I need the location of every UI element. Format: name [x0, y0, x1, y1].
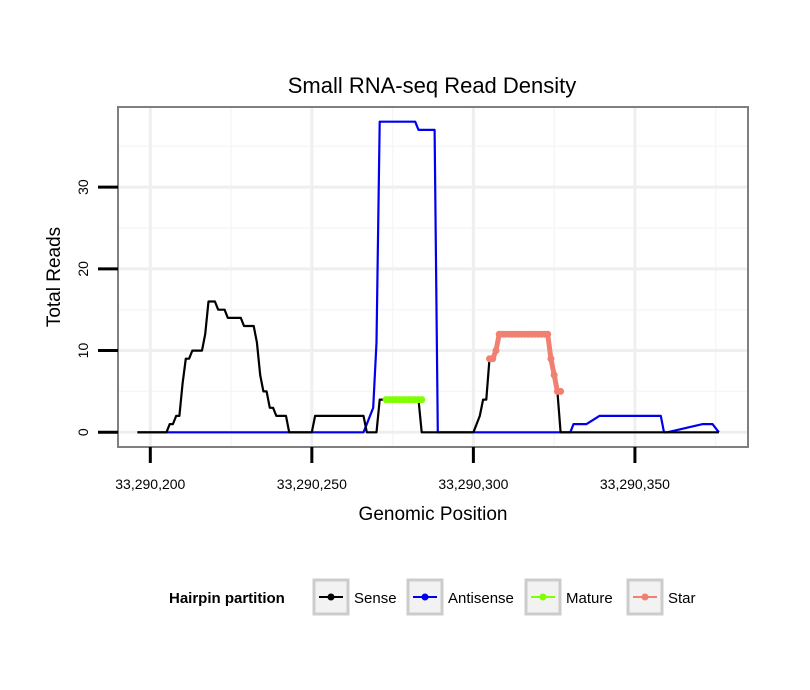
legend-label-antisense: Antisense	[448, 590, 514, 607]
series-star-point	[492, 347, 500, 355]
plot-panel-border	[117, 106, 749, 448]
legend-key-point	[421, 593, 429, 601]
series-star-point	[557, 387, 565, 395]
y-axis-title: Total Reads	[44, 227, 65, 327]
legend-key-point	[539, 593, 547, 601]
x-tick-label: 33,290,250	[277, 476, 347, 492]
series-star-point	[544, 330, 552, 338]
chart-title: Small RNA-seq Read Density	[288, 73, 577, 98]
legend-title: Hairpin partition	[169, 590, 285, 607]
series-star-point	[550, 371, 558, 379]
legend-key-point	[641, 593, 649, 601]
series-antisense-line	[137, 120, 720, 434]
legend: Hairpin partition Sense Antisense Mature St…	[169, 578, 696, 616]
x-tick-label: 33,290,350	[600, 476, 670, 492]
legend-label-star: Star	[668, 590, 696, 607]
series-star-point	[547, 355, 555, 363]
plot-area	[137, 120, 720, 434]
y-tick-label: 20	[75, 261, 91, 277]
y-tick-label: 10	[75, 343, 91, 359]
y-axis: 0 10 20 30	[75, 179, 118, 436]
series-star-point	[489, 355, 497, 363]
legend-key-point	[327, 593, 335, 601]
y-tick-label: 30	[75, 179, 91, 195]
legend-label-mature: Mature	[566, 590, 613, 607]
x-axis-title: Genomic Position	[359, 504, 508, 525]
series-mature-point	[418, 396, 426, 404]
x-tick-label: 33,290,200	[115, 476, 185, 492]
x-tick-label: 33,290,300	[438, 476, 508, 492]
legend-label-sense: Sense	[354, 590, 397, 607]
x-axis: 33,290,200 33,290,250 33,290,300 33,290,350	[115, 447, 670, 492]
y-tick-label: 0	[75, 428, 91, 436]
